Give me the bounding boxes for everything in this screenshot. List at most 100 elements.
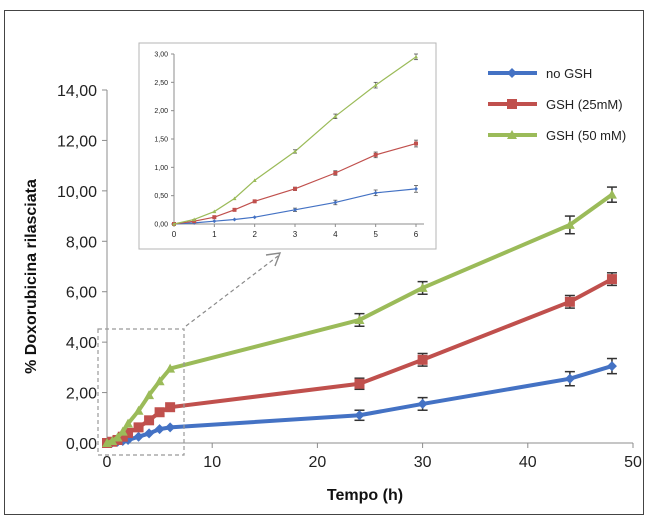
data-point (154, 407, 165, 418)
inset-data-point (212, 215, 217, 220)
data-point (123, 427, 134, 438)
legend: no GSH GSH (25mM) GSH (50 mM) (488, 66, 626, 143)
inset-y-tick-label: 0,00 (154, 222, 168, 229)
inset-data-point (333, 200, 338, 205)
inset-x-tick-label: 5 (373, 230, 378, 239)
zoom-arrow (185, 255, 279, 327)
data-point (354, 378, 365, 389)
legend-marker (507, 99, 517, 109)
data-point (417, 398, 428, 409)
data-point (133, 431, 144, 442)
legend-item: GSH (50 mM) (488, 128, 626, 143)
legend-label: GSH (25mM) (546, 97, 623, 112)
inset-y-tick-label: 1,00 (154, 165, 168, 172)
zoom-rect (97, 328, 185, 456)
data-point (606, 274, 617, 285)
x-tick-label: 30 (414, 454, 432, 471)
data-point (107, 435, 118, 445)
data-point (564, 373, 575, 384)
inset-data-point (252, 178, 257, 182)
data-point (417, 354, 428, 365)
y-tick-label: 8,00 (66, 234, 97, 251)
data-point (112, 432, 123, 442)
inset-data-point (414, 54, 418, 59)
data-point (117, 426, 128, 436)
data-point (123, 418, 134, 428)
inset-x-tick-label: 2 (252, 230, 257, 239)
data-point (144, 390, 155, 400)
inset-data-point (232, 207, 237, 212)
y-axis-title: % Doxorubicina rilasciata (23, 179, 40, 374)
data-point (165, 402, 176, 413)
inset-x-tick-label: 3 (293, 230, 298, 239)
inset-y-tick-label: 3,00 (154, 52, 168, 59)
inset-data-point (293, 186, 297, 191)
inset-x-tick-label: 6 (414, 230, 419, 239)
data-point (133, 405, 144, 415)
zoom-arrow-head (265, 252, 282, 267)
inset-data-point (252, 215, 257, 220)
chart-frame (4, 10, 644, 515)
data-point (417, 282, 428, 292)
inset-x-tick-label: 4 (333, 230, 338, 239)
data-point (117, 431, 128, 442)
y-tick-label: 6,00 (66, 285, 97, 302)
series-triangle (102, 186, 617, 447)
legend-label: GSH (50 mM) (546, 128, 626, 143)
inset-data-point (333, 171, 338, 175)
x-tick-label: 20 (309, 454, 327, 471)
y-tick-label: 2,00 (66, 386, 97, 403)
x-tick-label: 0 (103, 454, 112, 471)
inset-data-point (373, 152, 378, 157)
legend-label: no GSH (546, 66, 592, 81)
legend-item: no GSH (488, 66, 592, 81)
inset-y-tick-label: 0,50 (154, 193, 168, 200)
data-point (564, 219, 575, 229)
data-point (165, 363, 176, 373)
inset-data-point (212, 209, 217, 214)
y-tick-label: 14,00 (57, 83, 97, 100)
inset-plot: 0,00 0,50 1,00 1,50 2,00 2,50 3,00 0 1 2 3 4 5 6 (138, 42, 437, 250)
inset-x-tick-label: 1 (212, 230, 217, 239)
data-point (144, 428, 155, 439)
inset-data-point (414, 141, 418, 146)
inset-data-point (414, 186, 418, 191)
data-point (154, 424, 165, 435)
inset-data-point (172, 222, 176, 226)
inset-series-triangle (172, 53, 418, 226)
inset-data-point (192, 219, 197, 224)
data-point (354, 410, 365, 421)
legend-marker (507, 68, 517, 78)
series-square (102, 272, 617, 448)
data-point (154, 376, 165, 386)
data-point (606, 189, 617, 199)
data-point (354, 314, 365, 324)
legend-marker (507, 130, 517, 139)
inset-data-point (373, 83, 378, 87)
zoom-region-box (97, 252, 282, 456)
inset-data-point (373, 190, 378, 195)
inset-data-point (232, 217, 237, 222)
data-point (564, 296, 575, 307)
data-point (133, 422, 144, 433)
legend-item: GSH (25mM) (488, 97, 623, 112)
y-tick-label: 4,00 (66, 335, 97, 352)
inset-y-tick-label: 2,00 (154, 108, 168, 115)
data-point (144, 415, 155, 426)
inset-data-point (333, 114, 338, 118)
x-axis-title: Tempo (h) (327, 487, 403, 504)
inset-x-tick-label: 0 (172, 230, 177, 239)
inset-data-point (293, 149, 297, 154)
inset-data-point (293, 207, 297, 212)
series-diamond (102, 357, 617, 448)
inset-data-point (232, 196, 237, 201)
y-tick-label: 10,00 (57, 184, 97, 201)
inset-data-point (252, 199, 257, 204)
data-point (606, 361, 617, 372)
inset-data-point (212, 219, 217, 224)
y-tick-label: 12,00 (57, 133, 97, 150)
inset-data-point (192, 217, 197, 222)
x-tick-label: 10 (203, 454, 221, 471)
